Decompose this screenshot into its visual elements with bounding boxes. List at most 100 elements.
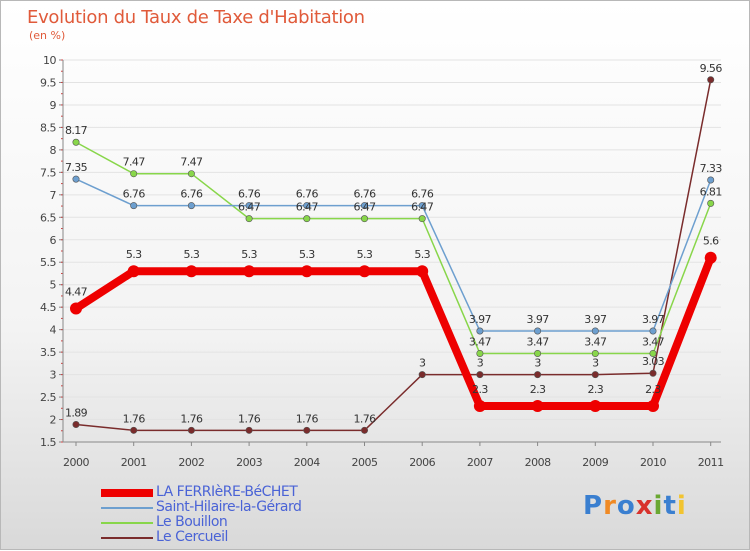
data-label: 5.3 [241,248,257,261]
data-label: 6.76 [296,188,319,201]
data-point [360,215,368,223]
data-label: 3 [477,357,484,370]
data-label: 1.89 [65,406,88,419]
data-point [303,215,311,223]
x-tick-label: 2002 [178,456,204,469]
data-point [591,371,599,379]
y-tick-label: 9.5 [40,76,56,89]
data-point [360,426,368,434]
data-label: 8.17 [65,124,88,137]
data-point [127,265,140,278]
x-tick-label: 2010 [640,456,666,469]
legend-label: Le Cercueil [156,529,228,545]
data-point [416,265,429,278]
data-point [303,202,311,210]
chart-title: Evolution du Taux de Taxe d'Habitation [27,7,365,28]
data-point [707,199,715,207]
data-point [130,202,138,210]
data-label: 6.76 [411,188,434,201]
data-label: 4.47 [65,286,88,299]
data-label: 3.47 [642,335,665,348]
x-tick-label: 2003 [236,456,262,469]
x-tick-label: 2008 [525,456,551,469]
legend-swatch [101,522,153,524]
data-point [473,400,486,413]
x-tick-label: 2009 [582,456,608,469]
data-point [707,176,715,184]
data-point [360,202,368,210]
y-tick-label: 3.5 [40,346,56,359]
y-tick-label: 7 [50,189,57,202]
data-label: 5.3 [184,248,200,261]
y-tick-label: 4 [50,324,57,337]
y-tick-label: 8.5 [40,121,56,134]
data-point [649,349,657,357]
data-point [591,327,599,335]
data-point [245,215,253,223]
series-line [75,79,712,432]
data-label: 6.47 [238,201,261,214]
data-label: 3.03 [642,355,665,368]
data-point [476,349,484,357]
x-tick-label: 2007 [467,456,493,469]
data-point [418,202,426,210]
data-point [130,170,138,178]
data-label: 3 [419,357,426,370]
data-point [534,371,542,379]
data-label: 1.76 [353,412,376,425]
data-label: 7.33 [700,162,723,175]
y-tick-label: 2 [50,414,57,427]
data-label: 6.47 [411,201,434,214]
data-label: 3.47 [469,335,492,348]
data-label: 6.47 [353,201,376,214]
data-point [704,251,717,264]
y-tick-label: 9 [50,99,57,112]
data-point [534,349,542,357]
data-point [591,349,599,357]
data-point [72,138,80,146]
y-tick-label: 5 [50,279,57,292]
legend-swatch [101,489,153,497]
logo-letter: x [635,491,654,521]
data-point [72,175,80,183]
y-tick-label: 4.5 [40,301,56,314]
data-label: 1.76 [238,412,261,425]
legend-label: Saint-Hilaire-la-Gérard [156,499,302,515]
data-label: 2.3 [472,383,488,396]
x-tick-label: 2006 [409,456,435,469]
data-label: 5.3 [126,248,142,261]
data-label: 2.3 [645,383,661,396]
data-point [647,400,659,413]
data-label: 6.81 [700,185,722,198]
y-tick-label: 5.5 [40,256,56,269]
y-tick-label: 10 [43,54,56,67]
data-point [187,170,195,178]
logo-letter: t [663,491,677,521]
x-tick-label: 2000 [63,456,89,469]
data-point [72,420,80,428]
data-point [245,426,253,434]
legend-swatch [101,507,153,509]
data-label: 7.35 [65,161,88,174]
data-label: 2.3 [530,383,546,396]
y-tick-label: 1.5 [40,436,56,449]
legend-swatch [101,537,153,539]
data-point [185,265,198,278]
data-label: 3.47 [584,335,607,348]
data-point [418,215,426,223]
data-point [303,426,311,434]
data-label: 1.76 [180,412,203,425]
data-point [707,76,715,84]
data-label: 5.3 [414,248,430,261]
data-label: 3.47 [527,335,550,348]
logo-letter: r [603,491,617,521]
y-tick-label: 7.5 [40,166,56,179]
data-label: 3.97 [527,313,550,326]
data-label: 5.3 [357,248,373,261]
y-tick-label: 8 [50,144,57,157]
data-label: 6.76 [353,188,376,201]
x-tick-label: 2004 [294,456,320,469]
data-label: 7.47 [123,156,146,169]
data-point [70,302,82,315]
